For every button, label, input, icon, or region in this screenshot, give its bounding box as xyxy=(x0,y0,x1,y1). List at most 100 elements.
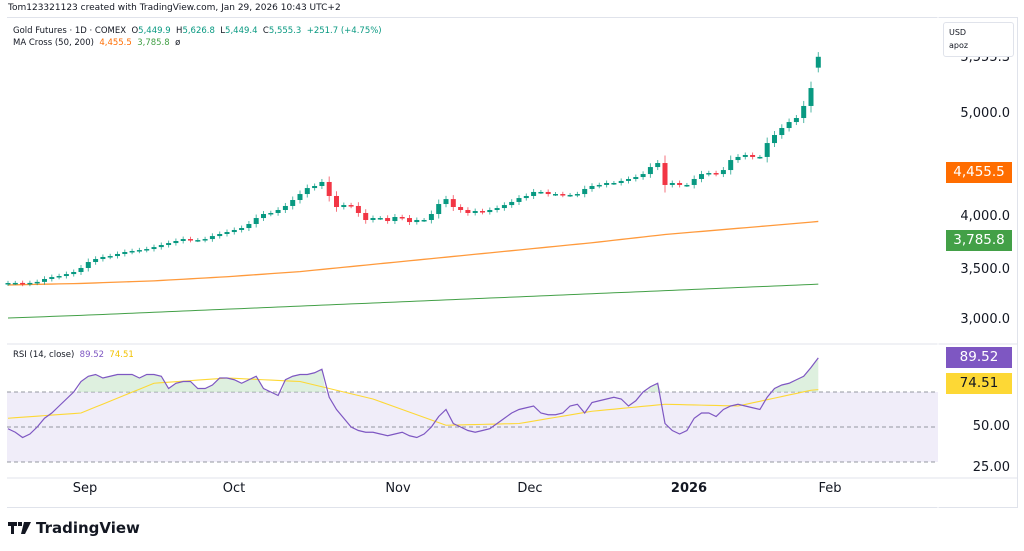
rsi-ma-line xyxy=(7,377,819,426)
candle-down xyxy=(662,163,668,185)
candle-up xyxy=(596,184,602,187)
candle-up xyxy=(640,174,646,178)
rsi-label-25: 25.00 xyxy=(972,460,1010,472)
candle-up xyxy=(231,229,237,233)
ma-extra: ø xyxy=(175,38,181,48)
candle-up xyxy=(202,239,208,241)
candle-up xyxy=(12,282,18,285)
candle-up xyxy=(772,135,777,144)
candle-up xyxy=(589,185,595,189)
candle-up xyxy=(509,201,515,206)
candle-down xyxy=(20,282,26,285)
candle-up xyxy=(129,250,135,253)
candle-up xyxy=(209,236,215,240)
rsi-legend[interactable]: RSI (14, close) 89.52 74.51 xyxy=(13,350,134,360)
time-label-sep: Sep xyxy=(72,481,98,496)
candle-up xyxy=(377,218,383,220)
candle-up xyxy=(151,247,157,250)
candle-up xyxy=(115,253,120,257)
time-label-2026: 2026 xyxy=(670,481,708,496)
close-value: 5,555.3 xyxy=(268,26,302,36)
candle-up xyxy=(582,188,588,195)
candle-up xyxy=(42,279,47,282)
candle-down xyxy=(677,183,683,185)
candle-up xyxy=(764,143,770,157)
low-value: 5,449.4 xyxy=(225,26,258,36)
change-value: +251.7 (+4.75%) xyxy=(306,26,382,36)
rsi-line xyxy=(7,357,819,439)
high-label: H xyxy=(176,26,183,36)
candle-up xyxy=(144,249,150,251)
candle-up xyxy=(312,185,318,189)
price-label-4000: 4,000.0 xyxy=(960,209,1010,224)
candle-up xyxy=(414,219,420,223)
time-label-dec: Dec xyxy=(517,481,543,496)
candle-up xyxy=(100,256,106,260)
candle-up xyxy=(341,205,347,208)
candle-up xyxy=(27,282,33,285)
candle-up xyxy=(626,178,631,181)
candle-up xyxy=(180,239,186,241)
candle-up xyxy=(49,277,55,280)
candle-up xyxy=(487,209,493,213)
candle-up xyxy=(567,194,573,197)
candle-up xyxy=(253,218,259,225)
close-label: C xyxy=(262,26,269,36)
candle-up xyxy=(173,240,179,244)
candle-up xyxy=(290,200,296,206)
candle-up xyxy=(647,167,653,175)
candle-up xyxy=(815,56,821,68)
candle-up xyxy=(735,156,741,161)
ma-title: MA Cross (50, 200) xyxy=(13,38,94,48)
symbol-legend[interactable]: Gold Futures · 1D · COMEX O5,449.9 H5,62… xyxy=(13,26,382,36)
candle-up xyxy=(34,281,40,284)
candle-up xyxy=(742,154,748,157)
candle-up xyxy=(531,191,537,196)
currency-unit-box[interactable]: USD apoz xyxy=(943,22,1014,57)
candles xyxy=(5,52,821,287)
symbol-name: Gold Futures · 1D · COMEX xyxy=(13,26,127,36)
low-label: L xyxy=(220,26,226,36)
candle-down xyxy=(334,195,339,208)
candle-up xyxy=(574,194,580,196)
candle-down xyxy=(750,154,756,157)
rsi-band-group xyxy=(7,391,938,463)
candle-up xyxy=(779,128,785,136)
ma-legend[interactable]: MA Cross (50, 200) 4,455.5 3,785.8 ø xyxy=(13,38,180,48)
candle-up xyxy=(195,240,201,242)
candle-up xyxy=(633,177,639,179)
open-value: 5,449.9 xyxy=(138,26,171,36)
candle-up xyxy=(166,243,172,246)
candle-up xyxy=(370,218,376,220)
unit: apoz xyxy=(949,41,969,50)
rsi-ma-value: 74.51 xyxy=(109,350,134,360)
candle-up xyxy=(436,204,442,215)
candle-up xyxy=(494,208,500,210)
candle-down xyxy=(188,239,193,241)
candle-up xyxy=(720,170,726,175)
time-label-oct: Oct xyxy=(222,481,246,496)
candle-up xyxy=(93,259,99,263)
candle-up xyxy=(304,188,310,195)
candle-up xyxy=(472,211,478,213)
currency: USD xyxy=(949,28,967,37)
candle-down xyxy=(363,212,369,220)
candle-down xyxy=(399,217,405,219)
candle-up xyxy=(611,183,617,185)
candle-up xyxy=(78,267,84,273)
candle-down xyxy=(385,218,391,222)
candle-down xyxy=(450,199,456,208)
candle-up xyxy=(282,205,288,210)
candle-up xyxy=(71,272,77,275)
candle-up xyxy=(158,245,164,248)
ma200-price-tag: 3,785.8 xyxy=(946,230,1012,251)
moving-averages xyxy=(7,220,819,319)
candle-down xyxy=(458,207,464,210)
tradingview-logo[interactable]: TradingView xyxy=(8,519,140,537)
candle-up xyxy=(122,252,128,254)
rsi-overbought-fill xyxy=(770,357,819,392)
candle-up xyxy=(319,181,325,186)
rsi-title: RSI (14, close) xyxy=(13,350,75,360)
rsi-lines xyxy=(7,357,819,439)
